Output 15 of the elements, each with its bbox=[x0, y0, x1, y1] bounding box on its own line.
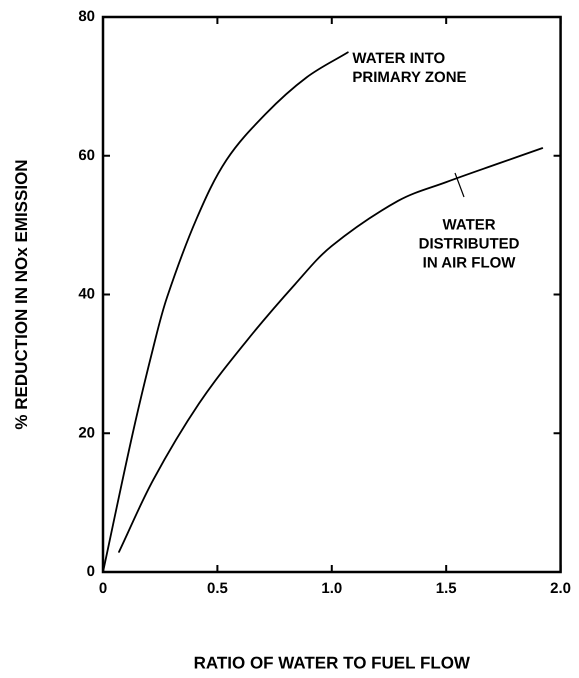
annotation: WATER DISTRIBUTED IN AIR FLOW bbox=[418, 216, 520, 272]
x-tick-label: 2.0 bbox=[550, 580, 572, 598]
y-axis-title: % REDUCTION IN NOx EMISSION bbox=[12, 159, 31, 430]
y-tick-label: 60 bbox=[78, 146, 95, 164]
annotation: WATER INTO PRIMARY ZONE bbox=[352, 50, 467, 86]
x-tick-label: 1.0 bbox=[321, 580, 342, 598]
x-tick-label: 1.5 bbox=[436, 580, 457, 598]
y-tick-label: 40 bbox=[78, 286, 95, 303]
y-tick-label: 80 bbox=[78, 8, 95, 26]
y-tick-label: 0 bbox=[86, 563, 95, 580]
y-tick-label: 20 bbox=[78, 424, 95, 442]
x-tick-label: 0 bbox=[98, 580, 108, 598]
x-axis-title: RATIO OF WATER TO FUEL FLOW bbox=[194, 653, 471, 672]
x-tick-label: 0.5 bbox=[206, 580, 228, 598]
line-series bbox=[118, 147, 544, 553]
